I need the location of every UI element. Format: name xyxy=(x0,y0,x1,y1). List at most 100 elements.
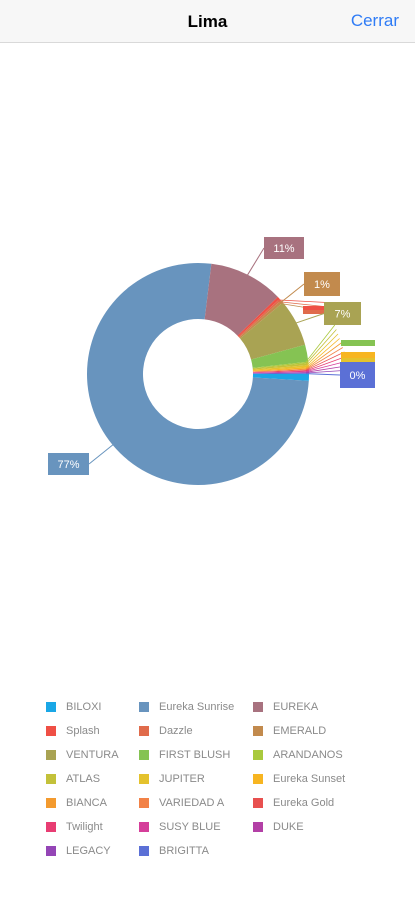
slice-brigitta[interactable] xyxy=(252,373,309,374)
data-label-box-eureka-sunrise xyxy=(48,453,89,475)
small-label-tab xyxy=(341,358,375,364)
slice-bianca[interactable] xyxy=(252,368,309,372)
slice-atlas[interactable] xyxy=(252,363,309,370)
page-title: Lima xyxy=(187,12,228,31)
legend-label: EUREKA xyxy=(273,701,319,713)
data-label-leader-brigitta xyxy=(305,373,341,376)
legend-item-jupiter[interactable]: JUPITER xyxy=(139,772,253,786)
legend-label: ARANDANOS xyxy=(273,749,343,761)
data-label-leader-eureka-sunrise xyxy=(88,442,116,465)
data-label-eureka-sunrise: 77% xyxy=(57,459,79,471)
legend-label: Splash xyxy=(66,725,100,737)
legend-item-dazzle[interactable]: Dazzle xyxy=(139,724,253,738)
legend-item-susy-blue[interactable]: SUSY BLUE xyxy=(139,820,253,834)
data-label-box-emerald xyxy=(304,272,340,296)
slice-first-blush[interactable] xyxy=(251,344,309,368)
slice-susy-blue[interactable] xyxy=(252,371,309,373)
legend-swatch xyxy=(253,798,263,808)
slice-duke[interactable] xyxy=(252,371,309,374)
legend-item-twilight[interactable]: Twilight xyxy=(46,820,139,834)
legend-label: EMERALD xyxy=(273,725,327,737)
slice-eureka-sunrise[interactable] xyxy=(87,263,309,485)
legend-swatch xyxy=(253,822,263,832)
legend-label: FIRST BLUSH xyxy=(159,749,231,761)
legend-swatch xyxy=(253,750,263,760)
slice-dazzle[interactable] xyxy=(238,298,282,338)
legend-swatch xyxy=(139,798,149,808)
leader-line-eureka-sunset xyxy=(305,338,340,369)
legend-item-atlas[interactable]: ATLAS xyxy=(46,772,139,786)
legend-swatch xyxy=(46,750,56,760)
small-label-tab xyxy=(303,306,340,310)
legend-label: VARIEDAD A xyxy=(159,797,225,809)
slice-biloxi[interactable] xyxy=(252,374,309,381)
legend-item-eureka-gold[interactable]: Eureka Gold xyxy=(253,796,373,810)
leader-line-eureka-gold xyxy=(305,351,345,371)
legend-item-eureka[interactable]: EUREKA xyxy=(253,700,373,714)
data-label-ventura: 7% xyxy=(335,309,351,321)
legend-label: Twilight xyxy=(66,821,103,833)
data-label-brigitta: 0% xyxy=(350,370,366,382)
slice-eureka-sunset[interactable] xyxy=(252,367,309,372)
slice-variedad-a[interactable] xyxy=(252,369,309,372)
legend-item-first-blush[interactable]: FIRST BLUSH xyxy=(139,748,253,762)
legend-swatch xyxy=(139,822,149,832)
slice-jupiter[interactable] xyxy=(252,365,309,371)
legend-label: BILOXI xyxy=(66,701,102,713)
legend-swatch xyxy=(46,774,56,784)
legend-item-biloxi[interactable]: BILOXI xyxy=(46,700,139,714)
legend-swatch xyxy=(139,846,149,856)
legend-swatch xyxy=(46,846,56,856)
data-label-box-eureka xyxy=(264,237,304,259)
legend-item-splash[interactable]: Splash xyxy=(46,724,139,738)
legend-label: SUSY BLUE xyxy=(159,821,221,833)
legend-label: Eureka Gold xyxy=(273,797,335,809)
legend-item-ventura[interactable]: VENTURA xyxy=(46,748,139,762)
leader-line-splash xyxy=(276,299,327,303)
data-label-box-brigitta xyxy=(340,362,375,388)
legend-item-bianca[interactable]: BIANCA xyxy=(46,796,139,810)
leader-line-bianca xyxy=(305,342,342,370)
slice-eureka-gold[interactable] xyxy=(252,369,309,373)
legend-item-brigitta[interactable]: BRIGITTA xyxy=(139,844,253,858)
legend-label: Eureka Sunrise xyxy=(159,701,235,713)
legend-label: JUPITER xyxy=(159,773,205,785)
legend-item-duke[interactable]: DUKE xyxy=(253,820,373,834)
slice-ventura[interactable] xyxy=(240,302,306,360)
slice-eureka[interactable] xyxy=(204,263,278,336)
legend-item-eureka-sunset[interactable]: Eureka Sunset xyxy=(253,772,373,786)
donut-chart: 77% 11% 1% 7% 0% xyxy=(48,237,375,485)
legend-swatch xyxy=(46,702,56,712)
slice-twilight[interactable] xyxy=(252,370,309,373)
legend-item-eureka-sunrise[interactable]: Eureka Sunrise xyxy=(139,700,253,714)
leader-line-twilight xyxy=(305,356,347,372)
small-label-tab xyxy=(303,310,340,314)
legend-item-legacy[interactable]: LEGACY xyxy=(46,844,139,858)
legend-item-variedad-a[interactable]: VARIEDAD A xyxy=(139,796,253,810)
slice-legacy[interactable] xyxy=(252,372,309,374)
data-label-emerald: 1% xyxy=(314,279,330,291)
legend-swatch xyxy=(46,726,56,736)
legend-swatch xyxy=(46,822,56,832)
legend-label: BRIGITTA xyxy=(159,845,209,857)
legend-item-arandanos[interactable]: ARANDANOS xyxy=(253,748,373,762)
legend-label: ATLAS xyxy=(66,773,101,785)
legend-swatch xyxy=(253,702,263,712)
slice-arandanos[interactable] xyxy=(252,361,309,369)
legend-swatch xyxy=(139,750,149,760)
legend-label: BIANCA xyxy=(66,797,107,809)
data-label-leader-ventura xyxy=(293,313,325,325)
slice-emerald[interactable] xyxy=(239,300,283,339)
slice-splash[interactable] xyxy=(237,296,280,337)
legend-item-emerald[interactable]: EMERALD xyxy=(253,724,373,738)
legend-swatch xyxy=(253,774,263,784)
small-label-tab xyxy=(341,340,375,346)
navigation-bar: Lima Cerrar xyxy=(0,0,415,43)
close-button[interactable]: Cerrar xyxy=(350,11,399,30)
legend-label: Eureka Sunset xyxy=(273,773,346,785)
legend-swatch xyxy=(253,726,263,736)
legend-label: DUKE xyxy=(273,821,304,833)
leader-line-variedad-a xyxy=(305,347,344,370)
leader-line-arandanos xyxy=(305,324,336,363)
data-label-leader-eureka xyxy=(245,247,265,278)
